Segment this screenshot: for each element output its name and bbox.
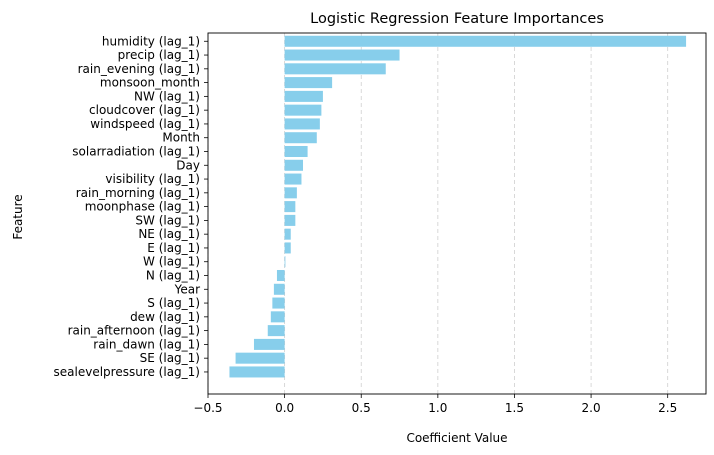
y-tick-label: SW (lag_1) <box>135 213 200 227</box>
bars <box>229 35 687 378</box>
plot-frame <box>207 32 707 395</box>
x-axis-title: Coefficient Value <box>406 431 507 445</box>
x-tick-label: 1.5 <box>505 401 524 415</box>
bar <box>284 118 320 130</box>
bar <box>284 77 333 89</box>
bar <box>276 269 285 282</box>
y-tick-label: Year <box>174 282 200 296</box>
x-tick-label: 0.0 <box>275 401 294 415</box>
bar <box>284 104 322 116</box>
y-tick-label: sealevelpressure (lag_1) <box>54 365 200 379</box>
y-tick-label: rain_afternoon (lag_1) <box>68 324 200 338</box>
bar <box>284 145 308 158</box>
bar <box>284 159 304 171</box>
bar <box>272 297 285 309</box>
bar <box>235 352 285 364</box>
y-tick-label: SE (lag_1) <box>140 351 200 365</box>
x-axis-ticks: −0.5 0.0 0.5 1.0 1.5 2.0 2.5 <box>193 394 677 415</box>
x-tick-label: 0.5 <box>352 401 371 415</box>
y-axis-title: Feature <box>11 194 25 239</box>
x-tick-label: 1.0 <box>428 401 447 415</box>
bar <box>284 242 291 254</box>
bar <box>284 49 400 61</box>
y-axis-ticks: humidity (lag_1)precip (lag_1)rain_eveni… <box>54 34 208 379</box>
bar <box>284 228 291 240</box>
y-tick-label: NE (lag_1) <box>138 227 200 241</box>
bar <box>253 338 285 350</box>
bar <box>270 311 285 323</box>
x-tick-label: −0.5 <box>193 401 222 415</box>
bar <box>284 90 323 102</box>
y-tick-label: NW (lag_1) <box>134 89 200 103</box>
y-tick-label: cloudcover (lag_1) <box>89 103 200 117</box>
bar <box>284 63 386 75</box>
bar <box>284 35 687 47</box>
y-tick-label: solarradiation (lag_1) <box>72 144 200 158</box>
y-tick-label: W (lag_1) <box>143 255 200 269</box>
y-tick-label: S (lag_1) <box>147 296 200 310</box>
chart-title: Logistic Regression Feature Importances <box>310 11 604 27</box>
bar <box>284 132 317 144</box>
y-tick-label: humidity (lag_1) <box>102 34 200 48</box>
y-tick-label: Day <box>176 158 200 172</box>
y-tick-label: moonphase (lag_1) <box>85 200 200 214</box>
bar <box>284 201 296 213</box>
y-tick-label: visibility (lag_1) <box>105 172 200 186</box>
y-tick-label: rain_evening (lag_1) <box>78 62 200 76</box>
bar <box>284 173 302 185</box>
y-tick-label: dew (lag_1) <box>130 310 200 324</box>
bar <box>284 214 296 226</box>
x-tick-label: 2.5 <box>658 401 677 415</box>
y-tick-label: rain_dawn (lag_1) <box>93 337 200 351</box>
bar <box>284 187 297 199</box>
bar <box>284 256 286 268</box>
y-tick-label: rain_morning (lag_1) <box>76 186 200 200</box>
y-tick-label: windspeed (lag_1) <box>90 117 200 131</box>
x-tick-label: 2.0 <box>582 401 601 415</box>
bar <box>267 325 285 337</box>
y-tick-label: E (lag_1) <box>147 241 200 255</box>
y-tick-label: precip (lag_1) <box>118 48 200 62</box>
bar <box>229 366 285 378</box>
y-tick-label: Month <box>162 131 200 145</box>
bar <box>273 283 285 295</box>
y-tick-label: N (lag_1) <box>146 269 200 283</box>
y-tick-label: monsoon_month <box>100 76 200 90</box>
